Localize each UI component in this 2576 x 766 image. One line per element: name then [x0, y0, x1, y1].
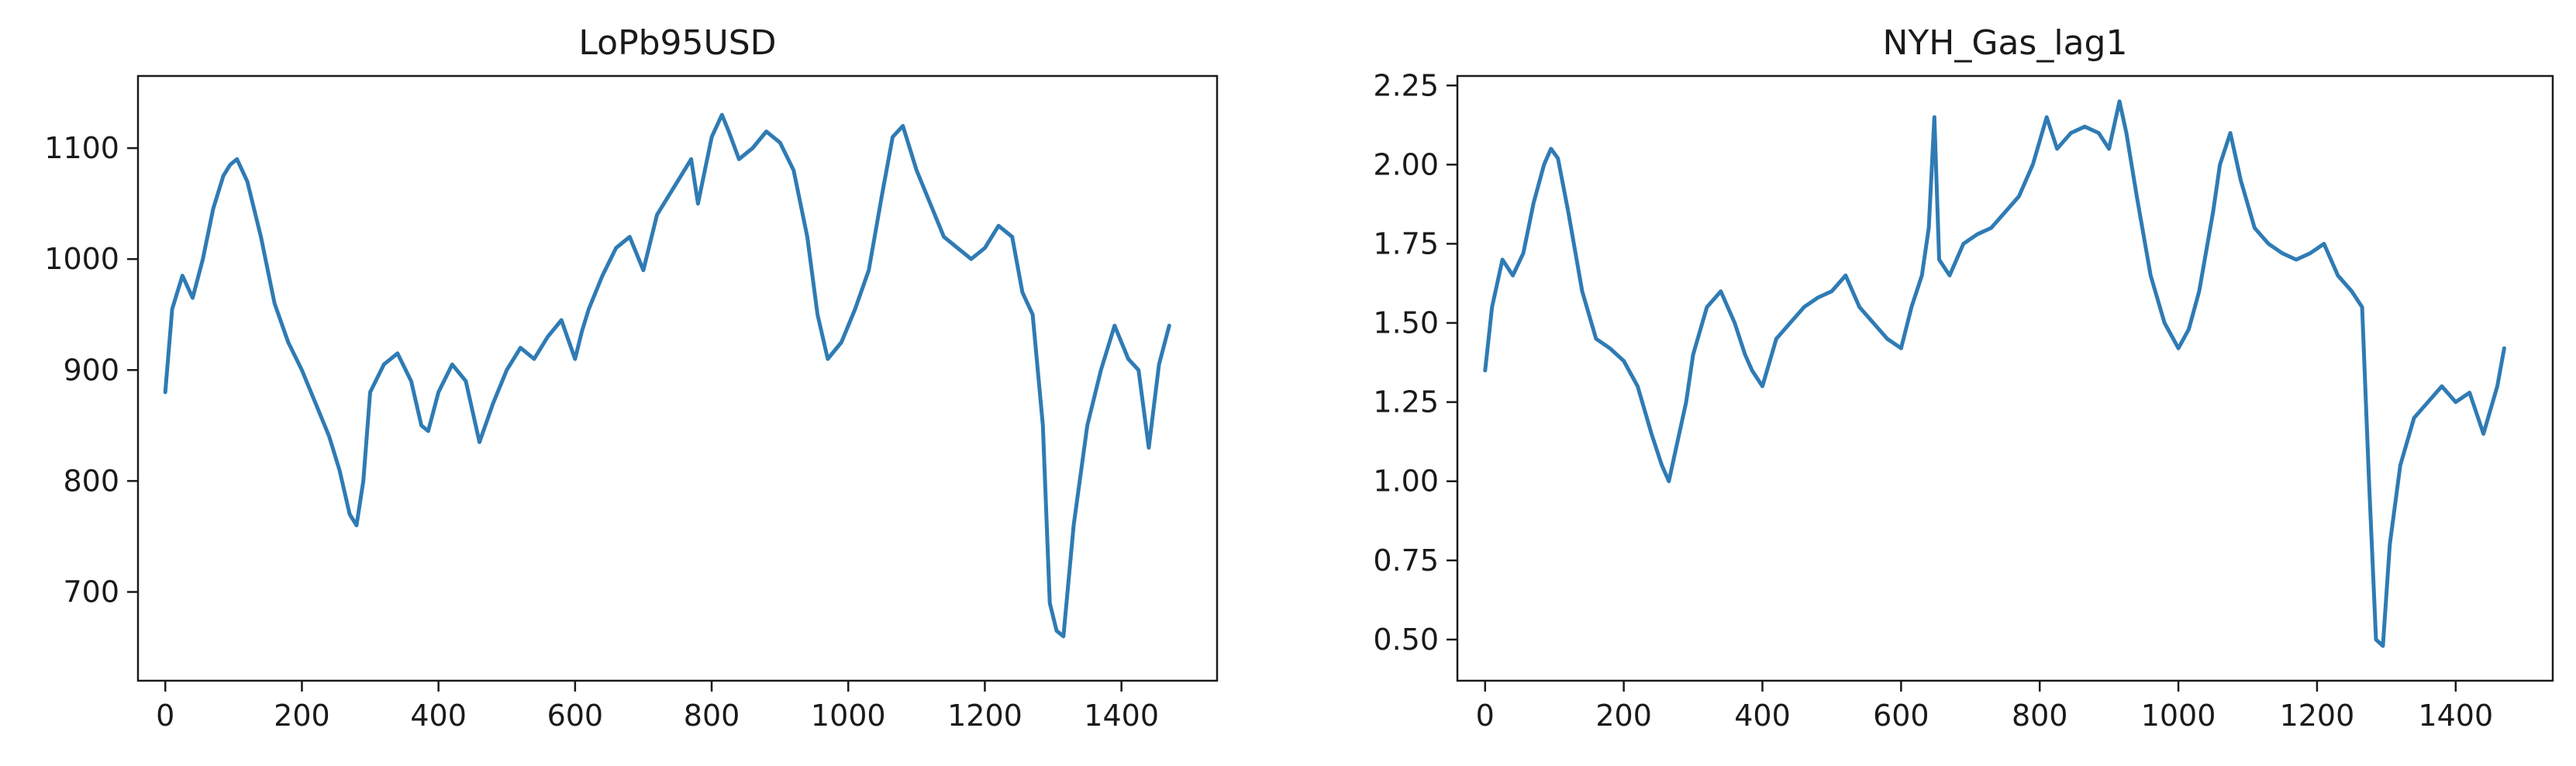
y-tick-label: 1000	[44, 242, 119, 276]
chart-panel-nyh-gas-lag1: NYH_Gas_lag1 0 200 400 600 800 1000 1200 1400 0.…	[1373, 23, 2554, 733]
x-tick-label: 1000	[2141, 699, 2216, 733]
y-tick-label: 1.00	[1373, 464, 1439, 499]
series-line	[163, 112, 1171, 639]
x-tick-label: 200	[274, 699, 330, 733]
chart-title: NYH_Gas_lag1	[1883, 23, 2128, 63]
y-tick-label: 700	[63, 575, 119, 609]
x-tick-label: 800	[684, 699, 740, 733]
x-tick-label: 600	[1873, 699, 1929, 733]
y-tick-label: 800	[63, 464, 119, 498]
y-tick-label: 2.00	[1373, 147, 1439, 181]
y-tick-label: 1.25	[1373, 385, 1439, 419]
x-tick-label: 1400	[1084, 699, 1159, 733]
x-tick-label: 1400	[2418, 699, 2493, 733]
x-tick-label: 200	[1595, 699, 1652, 733]
y-tick-label: 0.75	[1373, 543, 1439, 578]
axes-frame	[136, 74, 1219, 682]
chart-title: LoPb95USD	[578, 23, 776, 63]
series-line	[1483, 99, 2506, 648]
x-tick-label: 0	[1476, 699, 1495, 733]
x-tick-label: 1000	[811, 699, 886, 733]
x-tick-label: 600	[547, 699, 604, 733]
y-tick-label: 1100	[44, 131, 119, 165]
x-tick-label: 1200	[2280, 699, 2355, 733]
y-tick-label: 900	[63, 353, 119, 387]
y-tick-label: 0.50	[1373, 623, 1439, 657]
y-tick-label: 1.50	[1373, 306, 1439, 340]
chart-panel-lopb95usd: LoPb95USD 0 200 400 600 800 1000 1200 1400 700 80…	[44, 23, 1219, 733]
x-tick-label: 800	[2012, 699, 2068, 733]
x-tick-label: 1200	[947, 699, 1022, 733]
y-tick-label: 1.75	[1373, 226, 1439, 261]
x-tick-label: 0	[156, 699, 174, 733]
x-tick-label: 400	[410, 699, 467, 733]
y-tick-label: 2.25	[1373, 68, 1439, 102]
axes-frame	[1456, 74, 2554, 682]
x-tick-label: 400	[1734, 699, 1791, 733]
